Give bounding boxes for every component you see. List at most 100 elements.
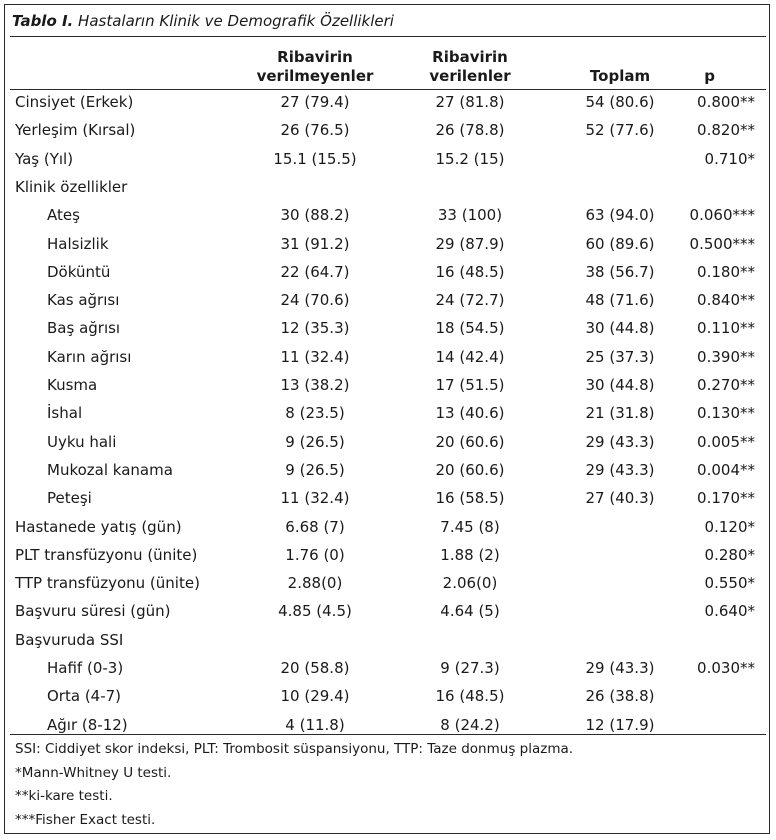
table-row: Karın ağrısı 11 (32.4) 14 (42.4) 25 (37.3) 0… xyxy=(0,343,766,371)
cell-ribavirin-not-given: 9 (26.5) xyxy=(285,432,345,451)
table-row: Kusma 13 (38.2) 17 (51.5) 30 (44.8) 0.270** xyxy=(0,371,766,399)
cell-p-value: 0.170** xyxy=(697,489,755,508)
cell-ribavirin-not-given: 4 (11.8) xyxy=(285,715,345,734)
cell-p-value: 0.030** xyxy=(697,659,755,677)
cell-total: 30 (44.8) xyxy=(585,319,655,338)
cell-total: 25 (37.3) xyxy=(585,347,655,366)
table-row: Halsizlik 31 (91.2) 29 (87.9) 60 (89.6) 0.50… xyxy=(0,230,766,258)
cell-ribavirin-not-given: 6.68 (7) xyxy=(285,517,345,536)
header-ribavirin-not-given: Ribavirin verilmeyenler xyxy=(256,48,374,85)
cell-p-value: 0.060*** xyxy=(689,206,755,225)
cell-p-value: 0.500*** xyxy=(689,234,755,253)
cell-total: 12 (17.9) xyxy=(585,715,655,734)
cell-p-value: 0.710* xyxy=(704,149,755,168)
table-row: Cinsiyet (Erkek) 27 (79.4) 27 (81.8) 54 (80… xyxy=(0,88,766,116)
cell-ribavirin-given: 15.2 (15) xyxy=(435,149,505,168)
cell-total: 63 (94.0) xyxy=(585,206,655,225)
cell-total: 38 (56.7) xyxy=(585,262,655,281)
row-label: Halsizlik xyxy=(47,234,109,253)
cell-ribavirin-given: 8 (24.2) xyxy=(440,715,500,734)
cell-ribavirin-given: 2.06(0) xyxy=(442,574,498,593)
cell-ribavirin-given: 16 (48.5) xyxy=(435,687,505,706)
row-label: TTP transfüzyonu (ünite) xyxy=(15,574,200,593)
cell-ribavirin-not-given: 9 (26.5) xyxy=(285,460,345,479)
table-footnotes: SSI: Ciddiyet skor indeksi, PLT: Trombos… xyxy=(15,738,573,832)
cell-p-value: 0.120* xyxy=(704,517,755,536)
table-row: Başvuru süresi (gün) 4.85 (4.5) 4.64 (5) 0.… xyxy=(0,597,766,625)
row-label: Ağır (8-12) xyxy=(47,715,128,734)
cell-p-value: 0.270** xyxy=(697,376,755,394)
row-label: İshal xyxy=(47,404,83,423)
footnote-chi-square: **ki-kare testi. xyxy=(15,788,113,804)
table-row: TTP transfüzyonu (ünite) 2.88(0) 2.06(0) 0.… xyxy=(0,569,766,597)
table-frame xyxy=(4,4,770,834)
cell-total: 29 (43.3) xyxy=(585,659,655,677)
cell-ribavirin-given: 20 (60.6) xyxy=(435,460,505,479)
cell-ribavirin-not-given: 4.85 (4.5) xyxy=(278,602,352,621)
footnote-mann-whitney: *Mann-Whitney U testi. xyxy=(15,764,172,781)
row-label: Peteşi xyxy=(47,489,92,508)
row-label: Karın ağrısı xyxy=(47,347,132,366)
cell-total: 60 (89.6) xyxy=(585,234,655,253)
row-label: Orta (4-7) xyxy=(47,687,122,706)
cell-ribavirin-not-given: 24 (70.6) xyxy=(280,291,350,310)
cell-p-value: 0.180** xyxy=(697,262,755,281)
cell-ribavirin-not-given: 26 (76.5) xyxy=(280,121,350,140)
row-label: Yaş (Yıl) xyxy=(15,149,74,168)
cell-ribavirin-not-given: 11 (32.4) xyxy=(280,489,350,508)
row-label: Başvuru süresi (gün) xyxy=(15,602,171,621)
table-row: PLT transfüzyonu (ünite) 1.76 (0) 1.88 (2)… xyxy=(0,541,766,569)
row-label: Kusma xyxy=(47,376,98,394)
cell-ribavirin-given: 16 (48.5) xyxy=(435,262,505,281)
cell-ribavirin-given: 33 (100) xyxy=(437,206,503,225)
caption-rule xyxy=(10,36,766,37)
cell-total: 29 (43.3) xyxy=(585,432,655,451)
cell-ribavirin-given: 14 (42.4) xyxy=(435,347,505,366)
cell-total: 29 (43.3) xyxy=(585,460,655,479)
row-label: Başvuruda SSI xyxy=(15,630,124,649)
table-caption: Tablo I. Hastaların Klinik ve Demografik… xyxy=(12,12,394,30)
cell-ribavirin-not-given: 8 (23.5) xyxy=(285,404,345,423)
footnote-abbreviations: SSI: Ciddiyet skor indeksi, PLT: Trombos… xyxy=(15,741,574,757)
cell-ribavirin-given: 27 (81.8) xyxy=(435,93,505,111)
cell-ribavirin-not-given: 22 (64.7) xyxy=(280,262,350,281)
table-row: Yerleşim (Kırsal) 26 (76.5) 26 (78.8) 52 (7… xyxy=(0,116,766,144)
table-row: Hafif (0-3) 20 (58.8) 9 (27.3) 29 (43.3) 0.0… xyxy=(0,654,766,682)
cell-p-value: 0.800** xyxy=(697,93,755,111)
cell-ribavirin-given: 18 (54.5) xyxy=(435,319,505,338)
cell-ribavirin-given: 9 (27.3) xyxy=(440,659,500,677)
cell-ribavirin-given: 7.45 (8) xyxy=(440,517,500,536)
table-row: Uyku hali 9 (26.5) 20 (60.6) 29 (43.3) 0.005… xyxy=(0,428,766,456)
header-total: Toplam xyxy=(589,67,651,85)
row-label: Cinsiyet (Erkek) xyxy=(15,93,134,111)
cell-p-value: 0.005** xyxy=(697,432,755,451)
row-label: Yerleşim (Kırsal) xyxy=(15,121,136,140)
cell-ribavirin-not-given: 15.1 (15.5) xyxy=(273,149,357,168)
header-ribavirin-given: Ribavirin verilenler xyxy=(429,48,511,85)
cell-ribavirin-not-given: 11 (32.4) xyxy=(280,347,350,366)
cell-ribavirin-not-given: 12 (35.3) xyxy=(280,319,350,338)
table-row: Hastanede yatış (gün) 6.68 (7) 7.45 (8) 0.1… xyxy=(0,513,766,541)
cell-ribavirin-given: 20 (60.6) xyxy=(435,432,505,451)
row-label: Uyku hali xyxy=(47,432,117,451)
row-label: Mukozal kanama xyxy=(47,460,173,479)
cell-p-value: 0.130** xyxy=(697,404,755,423)
row-label: PLT transfüzyonu (ünite) xyxy=(15,545,198,564)
table-row: Ateş 30 (88.2) 33 (100) 63 (94.0) 0.060*** xyxy=(0,201,766,229)
row-label: Baş ağrısı xyxy=(47,319,121,338)
header-p-value: p xyxy=(704,67,715,85)
header-rule xyxy=(10,89,766,90)
table-row: Mukozal kanama 9 (26.5) 20 (60.6) 29 (43.3)… xyxy=(0,456,766,484)
cell-p-value: 0.004** xyxy=(697,460,755,479)
cell-p-value: 0.840** xyxy=(697,291,755,310)
cell-total: 54 (80.6) xyxy=(585,93,655,111)
table-row: Döküntü 22 (64.7) 16 (48.5) 38 (56.7) 0.180*… xyxy=(0,258,766,286)
footer-rule xyxy=(10,734,766,735)
table-row: Orta (4-7) 10 (29.4) 16 (48.5) 26 (38.8) xyxy=(0,682,766,710)
cell-p-value: 0.110** xyxy=(697,319,755,338)
cell-ribavirin-not-given: 31 (91.2) xyxy=(280,234,350,253)
cell-ribavirin-given: 29 (87.9) xyxy=(435,234,505,253)
row-label: Kas ağrısı xyxy=(47,291,120,310)
footnote-fisher-exact: ***Fisher Exact testi. xyxy=(15,811,156,828)
cell-total: 26 (38.8) xyxy=(585,687,655,706)
